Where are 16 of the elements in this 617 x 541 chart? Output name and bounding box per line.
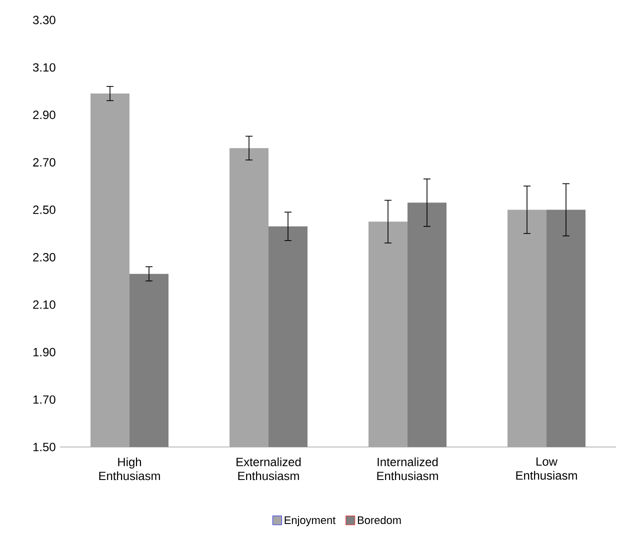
y-tick-label: 1.50 [33, 442, 56, 452]
x-tick-label: Externalized Enthusiasm [236, 457, 301, 480]
x-tick-label: Low Enthusiasm [516, 457, 577, 480]
y-tick-label: 3.30 [33, 16, 56, 24]
legend-label: Boredom [358, 516, 401, 524]
y-tick-label: 3.10 [33, 63, 56, 72]
y-tick-label: 1.70 [33, 395, 56, 404]
legend-label: Enjoyment [284, 516, 336, 526]
x-tick-label: High Enthusiasm [99, 457, 160, 480]
y-tick-label: 2.30 [33, 252, 56, 262]
y-tick-label: 2.50 [33, 206, 56, 214]
y-tick-label: 2.70 [33, 158, 56, 167]
y-tick-label: 2.90 [33, 110, 56, 120]
y-tick-label: 1.90 [33, 348, 56, 356]
x-tick-label: Internalized Enthusiasm [377, 457, 438, 480]
y-tick-label: 2.10 [33, 300, 56, 309]
